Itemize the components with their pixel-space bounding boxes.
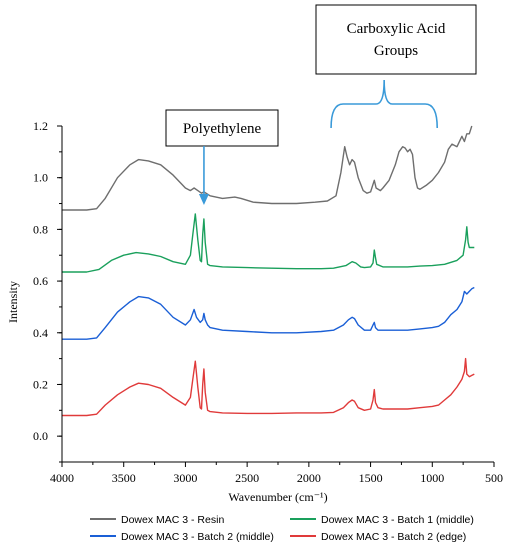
annotation-layer: Polyethylene Carboxylic Acid Groups: [165, 4, 477, 205]
x-axis-label: Wavenumber (cm⁻¹): [228, 490, 327, 504]
carboxylic-label-line2: Groups: [374, 43, 418, 59]
legend-entry-3: Dowex MAC 3 - Batch 2 (middle): [121, 531, 274, 543]
legend-entry-4: Dowex MAC 3 - Batch 2 (edge): [321, 531, 466, 543]
polyethylene-label: Polyethylene: [183, 121, 262, 137]
series-line-3: [62, 286, 475, 340]
series-line-1: [62, 125, 473, 211]
x-tick-label: 4000: [50, 471, 74, 485]
x-tick-label: 3500: [112, 471, 136, 485]
y-tick-label: 0.0: [33, 429, 48, 443]
carboxylic-box: [315, 4, 477, 75]
series-layer: [62, 125, 475, 417]
x-tick-label: 1500: [359, 471, 383, 485]
polyethylene-arrowhead: [198, 194, 209, 205]
series-line-4: [62, 357, 475, 417]
carboxylic-brace: [330, 79, 439, 129]
y-tick-label: 0.2: [33, 377, 48, 391]
x-tick-label: 2000: [297, 471, 321, 485]
y-tick-label: 1.0: [33, 171, 48, 185]
legend-entry-1: Dowex MAC 3 - Resin: [121, 514, 224, 526]
x-tick-label: 500: [485, 471, 503, 485]
y-axis-label: Intensity: [6, 281, 20, 323]
y-tick-label: 0.8: [33, 222, 48, 236]
legend-entry-2: Dowex MAC 3 - Batch 1 (middle): [321, 514, 474, 526]
x-tick-label: 3000: [173, 471, 197, 485]
carboxylic-label-line1: Carboxylic Acid: [347, 21, 446, 37]
axes-layer: 4000 3500 3000 2500 2000 1500 1000 500 0.0 0.2 0.4…: [6, 119, 503, 504]
x-tick-label: 1000: [420, 471, 444, 485]
x-tick-label: 2500: [235, 471, 259, 485]
polyethylene-box: [165, 109, 279, 147]
series-line-2: [62, 213, 475, 273]
y-tick-label: 0.6: [33, 274, 48, 288]
y-tick-label: 1.2: [33, 119, 48, 133]
y-tick-label: 0.4: [33, 326, 48, 340]
legend: Dowex MAC 3 - Resin Dowex MAC 3 - Batch 1…: [90, 514, 474, 543]
